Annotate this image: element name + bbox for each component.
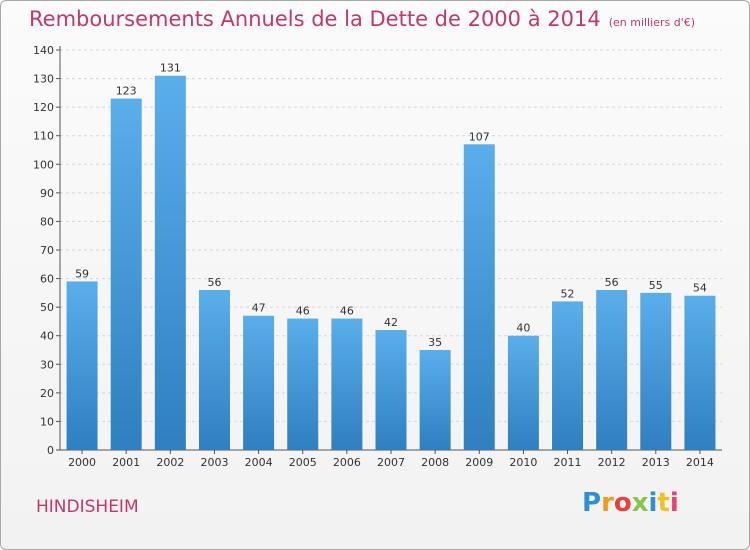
bar xyxy=(596,290,628,450)
y-tick-label: 140 xyxy=(33,44,54,57)
chart-title-block: Remboursements Annuels de la Dette de 20… xyxy=(29,7,695,31)
y-tick-label: 30 xyxy=(40,358,54,371)
y-tick-label: 20 xyxy=(40,387,54,400)
x-tick-label: 2010 xyxy=(509,456,537,469)
bar xyxy=(552,301,584,450)
x-tick-label: 2014 xyxy=(686,456,714,469)
logo-letter: t xyxy=(657,488,670,518)
data-label: 46 xyxy=(296,305,310,318)
bar xyxy=(331,318,363,450)
location-name: HINDISHEIM xyxy=(36,497,139,517)
bar xyxy=(640,292,672,450)
y-tick-label: 10 xyxy=(40,415,54,428)
bar xyxy=(684,295,716,450)
bar xyxy=(243,315,275,450)
data-label: 54 xyxy=(693,282,707,295)
x-tick-label: 2011 xyxy=(554,456,582,469)
x-tick-label: 2001 xyxy=(112,456,140,469)
data-label: 35 xyxy=(428,336,442,349)
logo-letter: i xyxy=(669,488,679,518)
x-tick-label: 2004 xyxy=(245,456,273,469)
y-tick-label: 90 xyxy=(40,187,54,200)
data-label: 46 xyxy=(340,305,354,318)
data-label: 42 xyxy=(384,316,398,329)
bar xyxy=(287,318,319,450)
logo-letter: r xyxy=(601,488,614,518)
y-tick-label: 50 xyxy=(40,301,54,314)
y-tick-label: 130 xyxy=(33,73,54,86)
bar xyxy=(66,281,98,450)
x-tick-label: 2007 xyxy=(377,456,405,469)
y-tick-label: 100 xyxy=(33,158,54,171)
y-tick-label: 0 xyxy=(47,444,54,457)
y-tick-label: 70 xyxy=(40,244,54,257)
x-tick-label: 2002 xyxy=(156,456,184,469)
bar xyxy=(198,290,230,450)
bar xyxy=(375,330,407,450)
data-label: 107 xyxy=(469,130,490,143)
bar xyxy=(110,98,142,451)
proxiti-logo: Proxiti xyxy=(582,488,679,518)
logo-letter: P xyxy=(582,488,602,518)
y-tick-labels: 0 10 20 30 40 50 60 70 80 90 100 110 120 130 140 xyxy=(33,44,54,457)
data-label: 131 xyxy=(160,62,181,75)
x-tick-label: 2008 xyxy=(421,456,449,469)
bar xyxy=(507,335,539,450)
x-tick-label: 2013 xyxy=(642,456,670,469)
y-tick-label: 120 xyxy=(33,101,54,114)
logo-letter: o xyxy=(613,488,632,518)
y-tick-label: 80 xyxy=(40,215,54,228)
bar xyxy=(419,350,451,450)
logo-letter: x xyxy=(631,488,649,518)
data-label: 123 xyxy=(116,85,137,98)
chart-subtitle: (en milliers d'€) xyxy=(608,16,695,29)
data-label: 40 xyxy=(516,322,530,335)
y-tick-label: 110 xyxy=(33,130,54,143)
data-label: 56 xyxy=(207,276,221,289)
chart-title: Remboursements Annuels de la Dette de 20… xyxy=(29,7,601,31)
x-tick-label: 2009 xyxy=(465,456,493,469)
y-tick-label: 40 xyxy=(40,330,54,343)
x-tick-label: 2012 xyxy=(598,456,626,469)
x-tick-label: 2005 xyxy=(289,456,317,469)
y-tick-label: 60 xyxy=(40,273,54,286)
x-tick-label: 2006 xyxy=(333,456,361,469)
data-label: 59 xyxy=(75,267,89,280)
data-label: 55 xyxy=(649,279,663,292)
x-tick-label: 2003 xyxy=(200,456,228,469)
data-labels: 59 123 131 56 47 46 46 42 35 107 40 52 56 55 54 xyxy=(75,62,707,349)
x-tick-label: 2000 xyxy=(68,456,96,469)
x-tick-labels: 2000 2001 2002 2003 2004 2005 2006 2007 2008 2009… xyxy=(68,456,714,469)
bars xyxy=(66,75,716,451)
bar xyxy=(463,144,495,451)
data-label: 52 xyxy=(561,287,575,300)
data-label: 47 xyxy=(252,302,266,315)
logo-letter: i xyxy=(648,488,658,518)
bar xyxy=(154,75,186,450)
data-label: 56 xyxy=(605,276,619,289)
